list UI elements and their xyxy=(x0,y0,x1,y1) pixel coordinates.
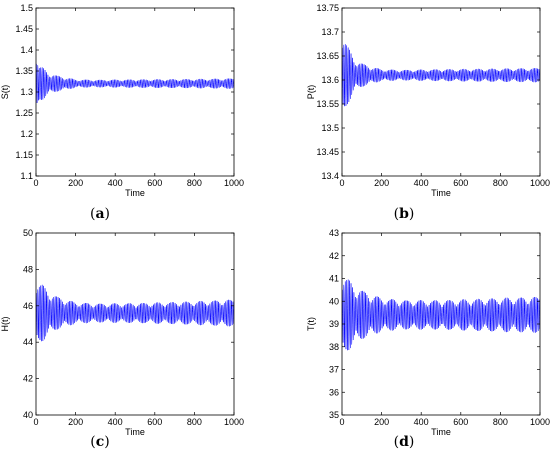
x-tick-label: 600 xyxy=(147,178,162,188)
y-tick-label: 1.35 xyxy=(15,66,33,76)
x-axis-label: Time xyxy=(125,188,145,198)
y-tick-label: 1.15 xyxy=(15,150,33,160)
x-tick-label: 200 xyxy=(374,178,389,188)
plot-frame xyxy=(341,7,541,177)
x-tick-label: 800 xyxy=(493,178,508,188)
x-tick-label: 1000 xyxy=(530,417,550,427)
panel-caption: (c) xyxy=(90,434,109,450)
x-tick-label: 200 xyxy=(374,417,389,427)
y-tick-label: 1.3 xyxy=(20,87,33,97)
panel-caption: (d) xyxy=(394,434,415,450)
x-tick-label: 0 xyxy=(33,178,38,188)
y-tick-label: 46 xyxy=(23,301,33,311)
y-tick-label: 39 xyxy=(329,319,339,329)
x-tick-label: 400 xyxy=(414,178,429,188)
series-line xyxy=(342,44,540,107)
y-tick-label: 40 xyxy=(23,410,33,420)
y-tick-label: 42 xyxy=(23,374,33,384)
y-axis-label: T(t) xyxy=(306,317,316,331)
y-axis-label: S(t) xyxy=(0,85,10,100)
x-tick-label: 0 xyxy=(33,417,38,427)
x-axis-label: Time xyxy=(125,427,145,437)
plot-frame xyxy=(35,232,235,416)
y-tick-label: 1.25 xyxy=(15,108,33,118)
x-axis-label: Time xyxy=(431,427,451,437)
series-line xyxy=(36,284,234,342)
y-tick-label: 41 xyxy=(329,274,339,284)
x-tick-label: 1000 xyxy=(224,417,244,427)
y-tick-label: 36 xyxy=(329,387,339,397)
y-tick-label: 48 xyxy=(23,264,33,274)
panel-caption: (a) xyxy=(90,206,110,222)
x-tick-label: 200 xyxy=(68,417,83,427)
x-tick-label: 800 xyxy=(187,417,202,427)
y-tick-label: 13.4 xyxy=(321,171,339,181)
y-tick-label: 13.7 xyxy=(321,27,339,37)
y-tick-label: 50 xyxy=(23,228,33,238)
y-tick-label: 13.75 xyxy=(316,3,339,13)
y-axis-label: P(t) xyxy=(306,85,316,100)
x-tick-label: 400 xyxy=(108,178,123,188)
x-tick-label: 600 xyxy=(453,417,468,427)
x-tick-label: 1000 xyxy=(530,178,550,188)
y-tick-label: 1.4 xyxy=(20,45,33,55)
y-tick-label: 1.5 xyxy=(20,3,33,13)
y-axis-label: H(t) xyxy=(0,317,10,332)
plot-frame xyxy=(35,7,235,177)
panel-a: 0 200 400 600 800 1000 1.1 1.15 1.2 1.25 1.3 1.35 1.… xyxy=(0,3,244,222)
x-tick-label: 400 xyxy=(414,417,429,427)
series-line xyxy=(36,63,234,103)
y-tick-label: 35 xyxy=(329,410,339,420)
x-tick-label: 600 xyxy=(453,178,468,188)
x-tick-label: 800 xyxy=(493,417,508,427)
y-tick-label: 37 xyxy=(329,365,339,375)
y-tick-label: 44 xyxy=(23,337,33,347)
x-axis-label: Time xyxy=(431,188,451,198)
y-tick-label: 13.6 xyxy=(321,75,339,85)
x-tick-label: 1000 xyxy=(224,178,244,188)
y-tick-label: 1.45 xyxy=(15,24,33,34)
series-line xyxy=(342,279,540,351)
x-tick-label: 0 xyxy=(339,417,344,427)
y-tick-label: 13.55 xyxy=(316,99,339,109)
y-tick-label: 13.45 xyxy=(316,147,339,157)
y-tick-label: 40 xyxy=(329,296,339,306)
x-tick-label: 400 xyxy=(108,417,123,427)
panel-c: 0 200 400 600 800 1000 40 42 44 46 48 50 Time H(t) (c) xyxy=(0,228,244,450)
x-tick-label: 0 xyxy=(339,178,344,188)
y-tick-label: 13.5 xyxy=(321,123,339,133)
y-tick-label: 1.1 xyxy=(20,171,33,181)
x-tick-label: 800 xyxy=(187,178,202,188)
y-tick-label: 38 xyxy=(329,342,339,352)
y-tick-label: 13.65 xyxy=(316,51,339,61)
x-tick-label: 200 xyxy=(68,178,83,188)
panel-caption: (b) xyxy=(394,206,415,222)
panel-d: 0 200 400 600 800 1000 35 36 37 38 39 40 41 42 43 Time T… xyxy=(306,228,550,450)
x-tick-label: 600 xyxy=(147,417,162,427)
panel-b: 0 200 400 600 800 1000 13.4 13.45 13.5 13.55 13.6 1… xyxy=(306,3,550,222)
y-tick-label: 1.2 xyxy=(20,129,33,139)
y-tick-label: 42 xyxy=(329,251,339,261)
y-tick-label: 43 xyxy=(329,228,339,238)
